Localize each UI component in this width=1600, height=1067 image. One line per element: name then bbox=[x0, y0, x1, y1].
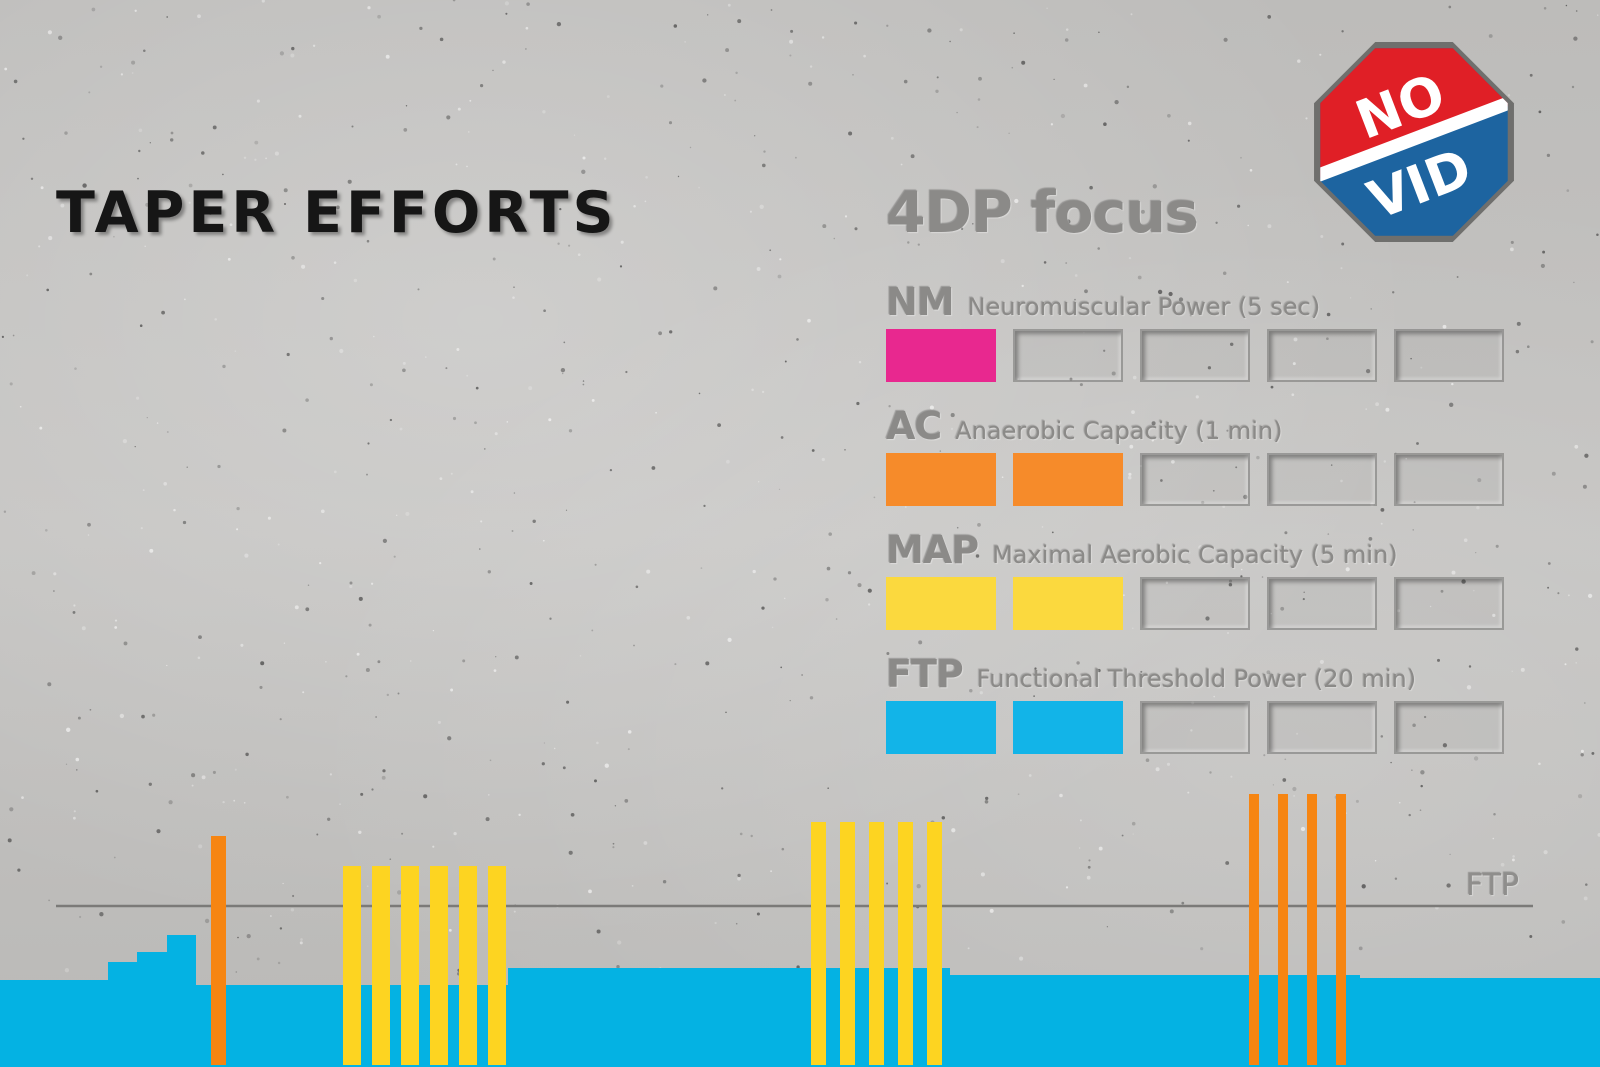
map-effort-bar bbox=[459, 866, 477, 1065]
map-effort-bar bbox=[401, 866, 419, 1065]
focus-description: Functional Threshold Power (20 min) bbox=[976, 665, 1417, 693]
map-effort-bar bbox=[430, 866, 448, 1065]
focus-box-empty bbox=[1013, 329, 1123, 382]
no-vid-logo: NO VID bbox=[1314, 42, 1514, 242]
focus-row-header: AC Anaerobic Capacity (1 min) bbox=[886, 404, 1283, 448]
focus-row-ftp: FTP Functional Threshold Power (20 min) bbox=[886, 652, 1536, 762]
focus-box-empty bbox=[1267, 577, 1377, 630]
focus-box-filled bbox=[886, 577, 996, 630]
map-effort-bar bbox=[898, 822, 913, 1065]
focus-abbr: MAP bbox=[886, 528, 979, 572]
workout-profile bbox=[0, 794, 1600, 1067]
focus-row-map: MAP Maximal Aerobic Capacity (5 min) bbox=[886, 528, 1536, 638]
focus-level-boxes bbox=[886, 329, 1536, 382]
focus-description: Anaerobic Capacity (1 min) bbox=[955, 417, 1283, 445]
focus-row-header: MAP Maximal Aerobic Capacity (5 min) bbox=[886, 528, 1398, 572]
focus-description: Maximal Aerobic Capacity (5 min) bbox=[992, 541, 1398, 569]
ac-effort-bar bbox=[211, 836, 226, 1065]
focus-box-empty bbox=[1267, 453, 1377, 506]
focus-box-empty bbox=[1140, 577, 1250, 630]
ac-effort-bar bbox=[1278, 794, 1288, 1065]
focus-box-filled bbox=[1013, 577, 1123, 630]
focus-abbr: NM bbox=[886, 280, 955, 324]
focus-box-empty bbox=[1394, 329, 1504, 382]
map-effort-bar bbox=[840, 822, 855, 1065]
focus-box-empty bbox=[1394, 577, 1504, 630]
focus-level-boxes bbox=[886, 701, 1536, 754]
focus-level-boxes bbox=[886, 453, 1536, 506]
focus-title: 4DP focus bbox=[886, 180, 1199, 246]
focus-box-filled bbox=[886, 453, 996, 506]
focus-box-filled bbox=[1013, 701, 1123, 754]
focus-box-filled bbox=[886, 329, 996, 382]
focus-level-boxes bbox=[886, 577, 1536, 630]
focus-box-empty bbox=[1267, 701, 1377, 754]
page-title: TAPER EFFORTS bbox=[56, 180, 618, 246]
ac-effort-bar bbox=[1249, 794, 1259, 1065]
ftp-label: FTP bbox=[1466, 868, 1520, 903]
ac-effort-bar bbox=[1336, 794, 1346, 1065]
logo-top-half bbox=[1320, 48, 1508, 181]
map-effort-bar bbox=[869, 822, 884, 1065]
focus-abbr: AC bbox=[886, 404, 942, 448]
focus-box-empty bbox=[1394, 701, 1504, 754]
focus-box-empty bbox=[1394, 453, 1504, 506]
map-effort-bar bbox=[811, 822, 826, 1065]
focus-box-filled bbox=[1013, 453, 1123, 506]
focus-box-empty bbox=[1267, 329, 1377, 382]
map-effort-bar bbox=[343, 866, 361, 1065]
focus-box-empty bbox=[1140, 453, 1250, 506]
focus-description: Neuromuscular Power (5 sec) bbox=[967, 293, 1321, 321]
map-effort-bar bbox=[372, 866, 390, 1065]
effort-bars bbox=[211, 794, 1346, 1065]
focus-row-nm: NM Neuromuscular Power (5 sec) bbox=[886, 280, 1536, 390]
focus-abbr: FTP bbox=[886, 652, 964, 696]
focus-box-empty bbox=[1140, 329, 1250, 382]
map-effort-bar bbox=[927, 822, 942, 1065]
focus-row-ac: AC Anaerobic Capacity (1 min) bbox=[886, 404, 1536, 514]
ac-effort-bar bbox=[1307, 794, 1317, 1065]
focus-box-filled bbox=[886, 701, 996, 754]
endurance-base-area bbox=[0, 935, 1600, 1067]
focus-row-header: FTP Functional Threshold Power (20 min) bbox=[886, 652, 1416, 696]
focus-box-empty bbox=[1140, 701, 1250, 754]
focus-row-header: NM Neuromuscular Power (5 sec) bbox=[886, 280, 1320, 324]
map-effort-bar bbox=[488, 866, 506, 1065]
